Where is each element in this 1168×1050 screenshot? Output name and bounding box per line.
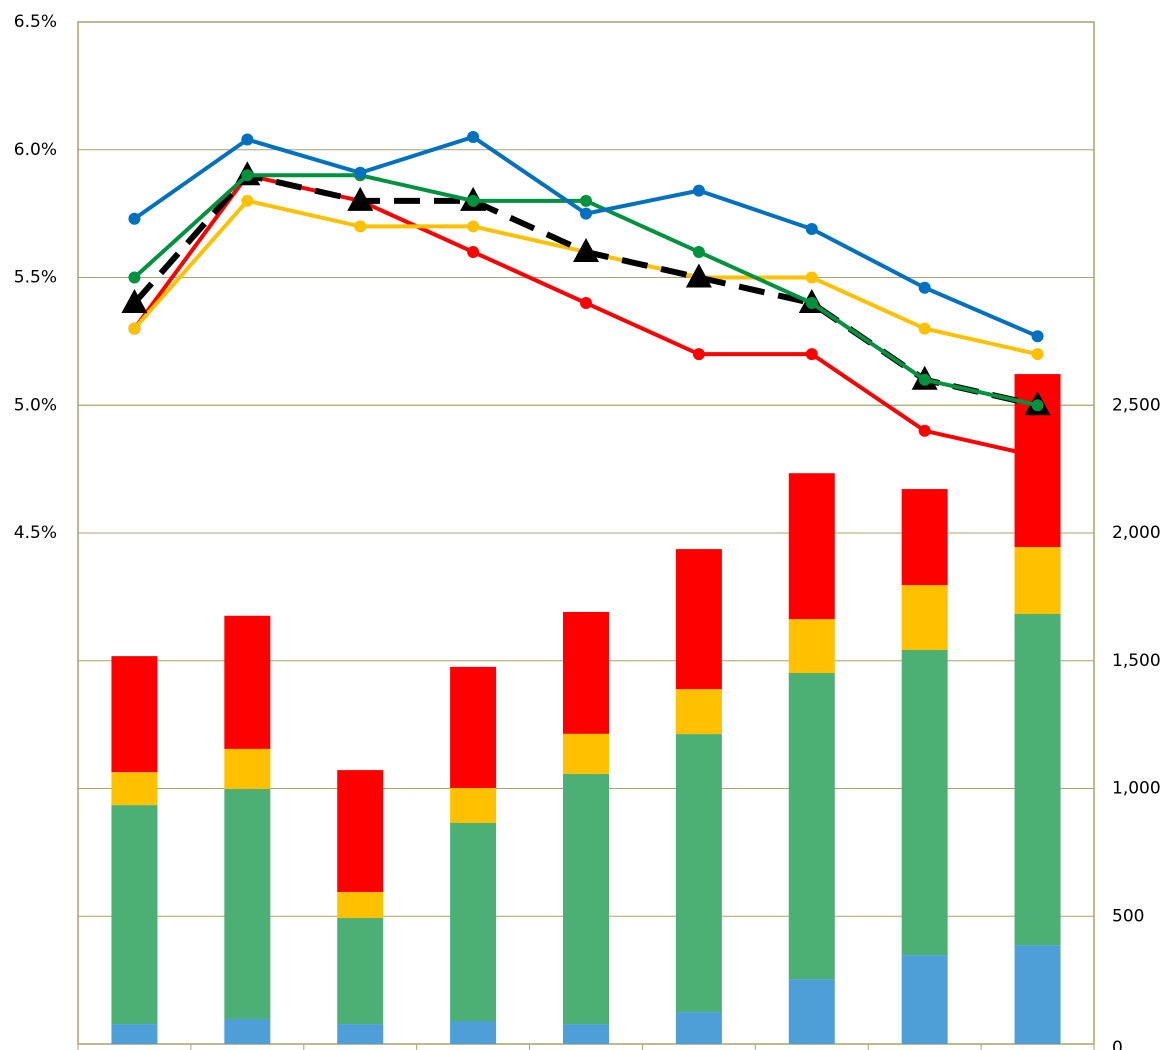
marker <box>692 184 705 197</box>
marker <box>805 271 818 284</box>
bar-segment <box>675 1012 722 1044</box>
bar-segment <box>450 822 497 1022</box>
y2-tick-label: 1,500 <box>1112 651 1161 671</box>
marker <box>241 133 254 146</box>
bar-segment <box>788 979 835 1044</box>
bar-segment <box>111 1024 158 1044</box>
bar-segment <box>675 689 722 735</box>
y2-tick-label: 500 <box>1112 906 1144 926</box>
marker <box>805 222 818 235</box>
bar-segment <box>224 748 271 790</box>
bar-segment <box>901 650 948 956</box>
marker <box>580 194 592 207</box>
bar-segment <box>788 673 835 980</box>
y2-tick-label: 1,000 <box>1112 779 1161 799</box>
marker <box>692 348 705 361</box>
marker <box>128 322 141 335</box>
bar-segment <box>111 805 158 1025</box>
marker <box>467 220 480 233</box>
bar-segment <box>450 787 497 823</box>
bar-segment <box>1014 613 1061 946</box>
marker <box>692 245 705 258</box>
bar-segment <box>450 1021 497 1044</box>
marker <box>1031 348 1044 361</box>
y-tick-label: 4.5% <box>14 523 57 543</box>
bar-segment <box>337 891 384 919</box>
marker <box>467 130 480 143</box>
bar-segment <box>675 549 722 690</box>
bar-segment <box>901 489 948 586</box>
bar-segment <box>901 585 948 651</box>
y-tick-label: 6.5% <box>14 12 57 32</box>
marker <box>467 194 480 207</box>
bar-segment <box>337 918 384 1025</box>
bar-segment <box>788 619 835 674</box>
y-tick-label: 5.0% <box>14 395 57 415</box>
bar-segment <box>563 611 609 734</box>
y2-tick-label: 2,000 <box>1112 523 1161 543</box>
marker <box>354 220 367 233</box>
bar-segment <box>224 789 271 1019</box>
bar-segment <box>111 772 158 806</box>
bar-segment <box>1014 547 1061 614</box>
bar-segment <box>337 770 384 892</box>
bar-segment <box>563 773 609 1025</box>
bar-segment <box>563 733 609 774</box>
bar-segment <box>450 666 497 788</box>
marker <box>580 207 592 220</box>
marker <box>918 424 931 437</box>
marker <box>467 245 480 258</box>
bar-segment <box>901 955 948 1044</box>
marker <box>918 322 931 335</box>
marker <box>685 263 712 288</box>
bar-segment <box>224 1018 271 1044</box>
marker <box>918 373 931 386</box>
marker <box>805 297 818 310</box>
marker <box>354 166 367 179</box>
marker <box>241 169 254 182</box>
marker <box>241 194 254 207</box>
marker <box>805 348 818 361</box>
bar-segment <box>111 656 158 773</box>
marker <box>121 289 148 314</box>
y-tick-label: 5.5% <box>14 268 57 288</box>
marker <box>580 297 592 310</box>
bar-segment <box>675 734 722 1013</box>
bar-segment <box>1014 945 1061 1044</box>
bar-segment <box>788 473 835 620</box>
marker <box>347 186 374 211</box>
bar-segment <box>337 1024 384 1044</box>
bar-segment <box>563 1024 609 1044</box>
y-tick-label: 6.0% <box>14 140 57 160</box>
marker <box>1031 450 1044 463</box>
marker <box>573 237 599 262</box>
marker <box>128 271 141 284</box>
marker <box>918 281 931 294</box>
marker <box>1031 399 1044 412</box>
marker <box>1031 330 1044 343</box>
y2-tick-label: 2,500 <box>1112 395 1161 415</box>
marker <box>128 212 141 225</box>
y2-tick-label: 0 <box>1112 1038 1123 1050</box>
bar-segment <box>224 615 271 749</box>
